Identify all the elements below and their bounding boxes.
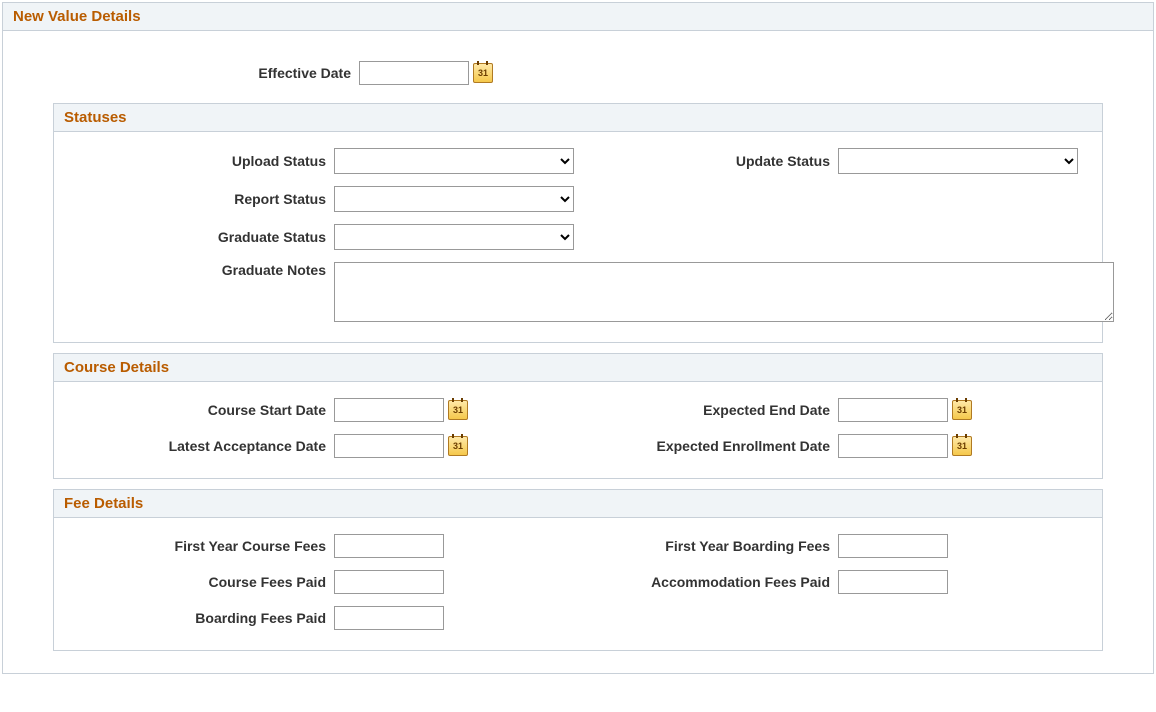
first-year-course-fees-input[interactable]	[334, 534, 444, 558]
boarding-fees-paid-label: Boarding Fees Paid	[74, 610, 334, 626]
calendar-icon[interactable]: 31	[448, 400, 468, 420]
accommodation-fees-paid-label: Accommodation Fees Paid	[578, 574, 838, 590]
panel-title: New Value Details	[3, 3, 1153, 31]
graduate-status-select[interactable]	[334, 224, 574, 250]
effective-date-label: Effective Date	[23, 65, 359, 81]
course-details-title: Course Details	[54, 354, 1102, 382]
calendar-icon[interactable]: 31	[952, 400, 972, 420]
calendar-icon[interactable]: 31	[473, 63, 493, 83]
graduate-notes-textarea[interactable]	[334, 262, 1114, 322]
course-start-label: Course Start Date	[74, 402, 334, 418]
new-value-details-panel: New Value Details Effective Date 31 Stat…	[2, 2, 1154, 674]
upload-status-select[interactable]	[334, 148, 574, 174]
latest-accept-input[interactable]	[334, 434, 444, 458]
effective-date-input[interactable]	[359, 61, 469, 85]
expected-enroll-input[interactable]	[838, 434, 948, 458]
first-year-boarding-fees-label: First Year Boarding Fees	[578, 538, 838, 554]
course-details-panel: Course Details Course Start Date 31 Expe…	[53, 353, 1103, 479]
course-start-input[interactable]	[334, 398, 444, 422]
graduate-notes-label: Graduate Notes	[74, 262, 334, 278]
upload-status-label: Upload Status	[74, 153, 334, 169]
latest-accept-label: Latest Acceptance Date	[74, 438, 334, 454]
panel-body: Effective Date 31 Statuses Upload Status…	[3, 31, 1153, 673]
graduate-status-label: Graduate Status	[74, 229, 334, 245]
calendar-icon[interactable]: 31	[952, 436, 972, 456]
expected-enroll-label: Expected Enrollment Date	[578, 438, 838, 454]
statuses-panel: Statuses Upload Status Update Status Rep…	[53, 103, 1103, 343]
expected-end-label: Expected End Date	[578, 402, 838, 418]
fee-details-panel: Fee Details First Year Course Fees First…	[53, 489, 1103, 651]
expected-end-input[interactable]	[838, 398, 948, 422]
course-fees-paid-label: Course Fees Paid	[74, 574, 334, 590]
course-fees-paid-input[interactable]	[334, 570, 444, 594]
effective-date-row: Effective Date 31	[23, 43, 1133, 93]
fee-details-title: Fee Details	[54, 490, 1102, 518]
report-status-select[interactable]	[334, 186, 574, 212]
report-status-label: Report Status	[74, 191, 334, 207]
update-status-select[interactable]	[838, 148, 1078, 174]
accommodation-fees-paid-input[interactable]	[838, 570, 948, 594]
update-status-label: Update Status	[578, 153, 838, 169]
first-year-course-fees-label: First Year Course Fees	[74, 538, 334, 554]
statuses-title: Statuses	[54, 104, 1102, 132]
first-year-boarding-fees-input[interactable]	[838, 534, 948, 558]
calendar-icon[interactable]: 31	[448, 436, 468, 456]
boarding-fees-paid-input[interactable]	[334, 606, 444, 630]
